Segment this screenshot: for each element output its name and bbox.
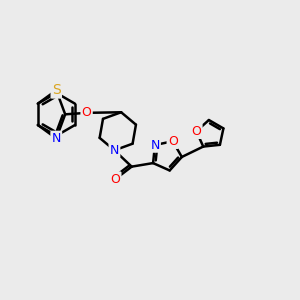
- Text: S: S: [52, 83, 61, 97]
- Text: O: O: [82, 106, 92, 119]
- Text: O: O: [110, 172, 120, 186]
- Text: N: N: [110, 144, 119, 157]
- Text: N: N: [52, 132, 61, 145]
- Text: N: N: [150, 139, 160, 152]
- Text: O: O: [168, 135, 178, 148]
- Text: O: O: [191, 125, 201, 138]
